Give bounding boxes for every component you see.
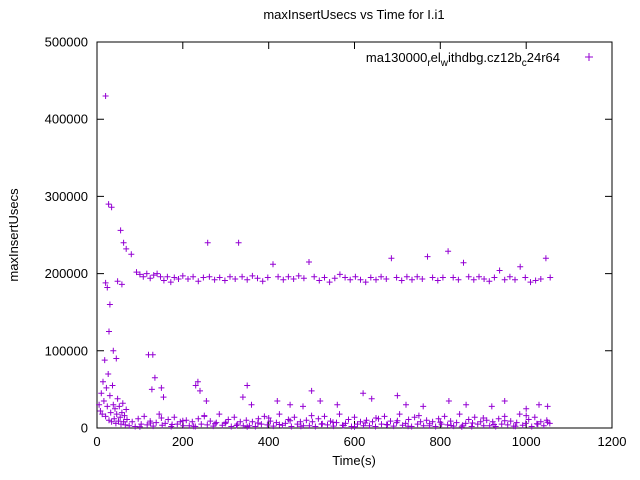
y-tick-label: 300000 xyxy=(45,189,88,204)
x-tick-label: 600 xyxy=(344,434,366,449)
legend-marker-icon xyxy=(585,53,593,61)
y-tick-label: 0 xyxy=(81,421,88,436)
x-tick-label: 200 xyxy=(172,434,194,449)
chart-title: maxInsertUsecs vs Time for I.i1 xyxy=(263,7,444,22)
y-tick-label: 400000 xyxy=(45,112,88,127)
scatter-plus-markers xyxy=(96,93,554,430)
plot-border xyxy=(96,41,613,429)
legend: ma130000relwithdbg.cz12bc24r64 xyxy=(366,50,593,69)
x-tick-label: 400 xyxy=(258,434,280,449)
x-tick-label: 0 xyxy=(93,434,100,449)
tick-marks xyxy=(96,41,613,429)
x-axis-label: Time(s) xyxy=(332,453,376,468)
data-points xyxy=(96,93,554,430)
y-tick-label: 100000 xyxy=(45,343,88,358)
y-tick-label: 500000 xyxy=(45,35,88,50)
y-axis-label: maxInsertUsecs xyxy=(6,188,21,282)
x-tick-label: 1000 xyxy=(512,434,541,449)
x-tick-label: 1200 xyxy=(598,434,627,449)
legend-label: ma130000relwithdbg.cz12bc24r64 xyxy=(366,50,560,69)
x-tick-label: 800 xyxy=(429,434,451,449)
axis-ticks: 0 200 400 600 800 1000 1200 0 100000 200000 300000… xyxy=(45,35,627,450)
y-tick-label: 200000 xyxy=(45,266,88,281)
